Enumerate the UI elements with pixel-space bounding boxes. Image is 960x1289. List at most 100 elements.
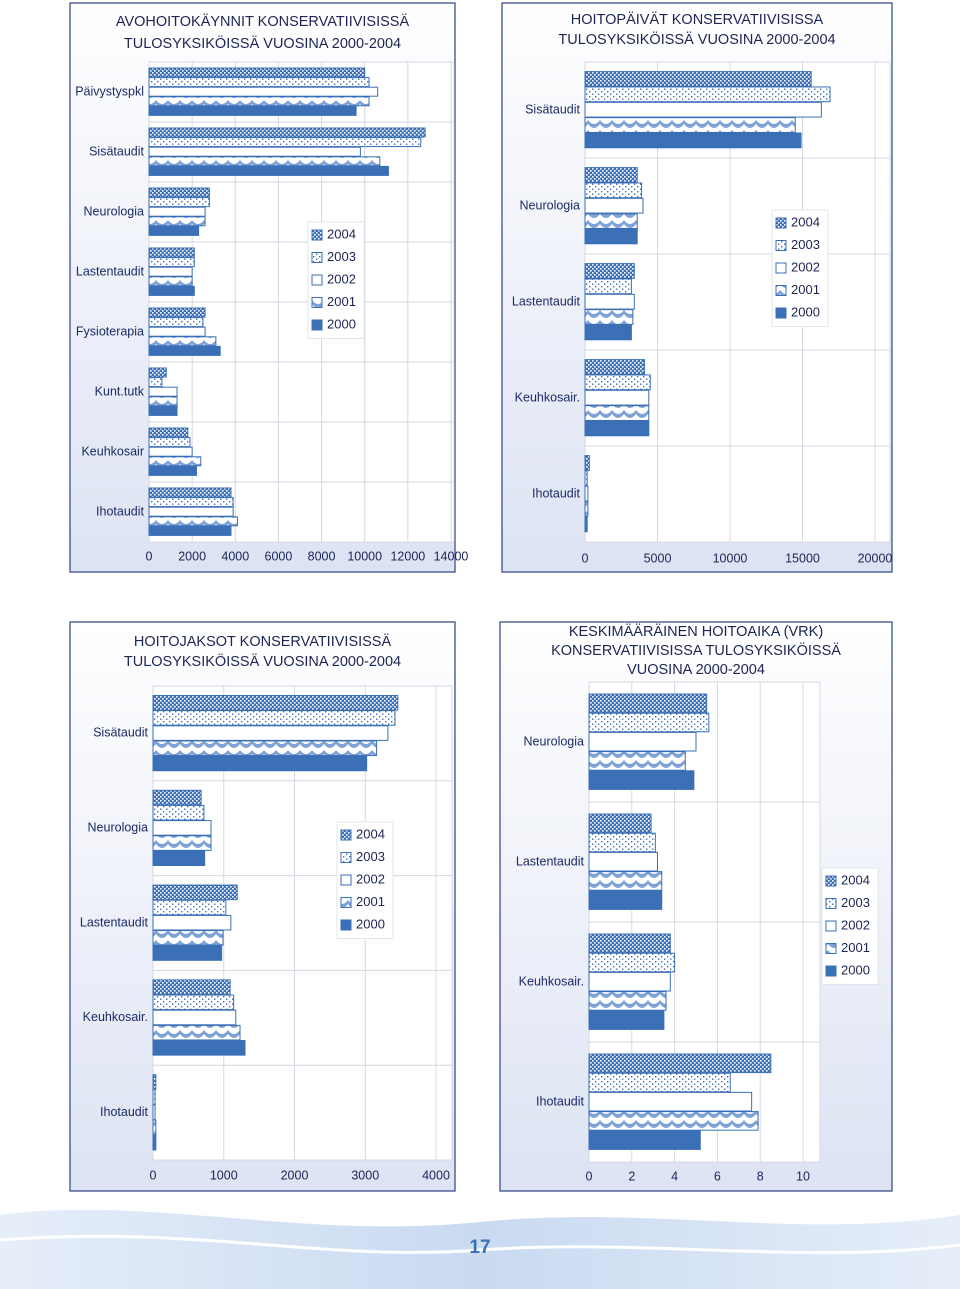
bar: [152, 1040, 246, 1056]
bar: [152, 850, 206, 867]
x-tick-label: 0: [582, 551, 589, 565]
bar: [148, 105, 357, 116]
category-label: Keuhkosair.: [83, 1010, 148, 1024]
bar: [584, 389, 650, 406]
category-label: Lastentaudit: [516, 854, 585, 868]
x-tick-label: 3000: [351, 1168, 379, 1182]
category-label: Neurologia: [88, 820, 149, 834]
legend-label: 2004: [327, 226, 356, 241]
bar: [584, 359, 645, 375]
category-label: Ihotaudit: [532, 486, 580, 500]
bar: [584, 374, 651, 391]
bar: [584, 405, 650, 421]
bar: [152, 1074, 157, 1090]
bar: [152, 899, 227, 916]
bar: [588, 1053, 772, 1074]
legend-swatch: [311, 252, 323, 263]
bar: [588, 712, 710, 733]
bar: [584, 182, 643, 199]
legend-label: 2000: [841, 962, 870, 977]
bar: [148, 206, 206, 217]
chart: KESKIMÄÄRÄINEN HOITOAIKA (VRK)KONSERVATI…: [499, 621, 893, 1192]
x-tick-label: 6: [714, 1169, 721, 1183]
x-tick-label: 4: [671, 1169, 678, 1183]
x-tick-label: 8000: [308, 549, 336, 563]
bar: [152, 994, 235, 1011]
bar: [148, 276, 193, 287]
x-tick-label: 4000: [221, 549, 249, 563]
x-tick-label: 2000: [178, 549, 206, 563]
chart: HOITOPÄIVÄT KONSERVATIIVISISSA TULOSYKSIK…: [501, 2, 893, 573]
bar: [148, 456, 202, 467]
legend-swatch: [311, 274, 323, 286]
bar: [152, 820, 212, 836]
legend-label: 2001: [327, 294, 356, 309]
legend-swatch: [340, 874, 352, 886]
bar: [588, 851, 658, 872]
category-label: Sisätaudit: [525, 102, 580, 116]
bar: [148, 367, 167, 378]
x-tick-label: 8: [757, 1169, 764, 1183]
category-label: Lastentaudit: [76, 264, 145, 278]
legend-swatch: [340, 829, 352, 841]
bar: [148, 437, 191, 448]
bar: [584, 197, 644, 214]
bar: [148, 257, 195, 268]
bar: [148, 156, 381, 167]
x-tick-label: 6000: [265, 549, 293, 563]
bar: [148, 266, 193, 277]
bar: [588, 952, 676, 973]
legend-swatch: [825, 875, 837, 887]
bar: [584, 278, 632, 295]
bar: [148, 307, 206, 318]
x-tick-label: 10: [796, 1169, 810, 1183]
legend-label: 2000: [327, 316, 356, 331]
bar: [148, 336, 217, 347]
bar: [152, 710, 396, 726]
x-tick-label: 10000: [713, 551, 748, 565]
bar: [152, 725, 389, 741]
category-label: Kunt.tutk: [95, 384, 145, 398]
bar: [584, 324, 632, 341]
bar: [148, 487, 232, 498]
bar: [148, 446, 193, 457]
category-label: Ihotaudit: [100, 1105, 148, 1119]
bar: [588, 871, 663, 891]
bar: [584, 213, 638, 229]
legend-label: 2004: [841, 872, 870, 887]
bar: [148, 197, 210, 208]
legend-label: 2002: [841, 917, 870, 932]
x-tick-label: 2000: [281, 1168, 309, 1182]
bar: [584, 309, 634, 325]
bar: [148, 127, 426, 138]
category-label: Neurologia: [84, 204, 145, 218]
legend-label: 2001: [841, 940, 870, 955]
x-tick-label: 14000: [434, 549, 469, 563]
x-tick-label: 12000: [390, 549, 425, 563]
bar: [584, 263, 635, 279]
category-label: Ihotaudit: [536, 1094, 584, 1108]
category-label: Fysioterapia: [76, 324, 144, 338]
bar: [148, 427, 189, 438]
legend-swatch: [311, 229, 323, 241]
bar: [148, 405, 178, 416]
legend-swatch: [340, 852, 352, 863]
bar: [148, 525, 232, 536]
bar: [584, 470, 588, 487]
bar: [588, 971, 671, 992]
chart-title: KESKIMÄÄRÄINEN HOITOAIKA (VRK): [569, 623, 823, 640]
bar: [588, 1130, 701, 1150]
x-tick-label: 10000: [347, 549, 382, 563]
legend-label: 2002: [327, 271, 356, 286]
bar: [148, 326, 206, 337]
bar: [588, 731, 697, 752]
legend-swatch: [311, 319, 323, 331]
category-label: Sisätaudit: [89, 144, 144, 158]
bar: [148, 86, 379, 97]
bar: [148, 386, 178, 397]
footer-wave-line: [0, 1234, 960, 1255]
category-label: Päivystyspkl: [75, 84, 144, 98]
bar: [152, 914, 232, 931]
bar: [584, 420, 650, 437]
